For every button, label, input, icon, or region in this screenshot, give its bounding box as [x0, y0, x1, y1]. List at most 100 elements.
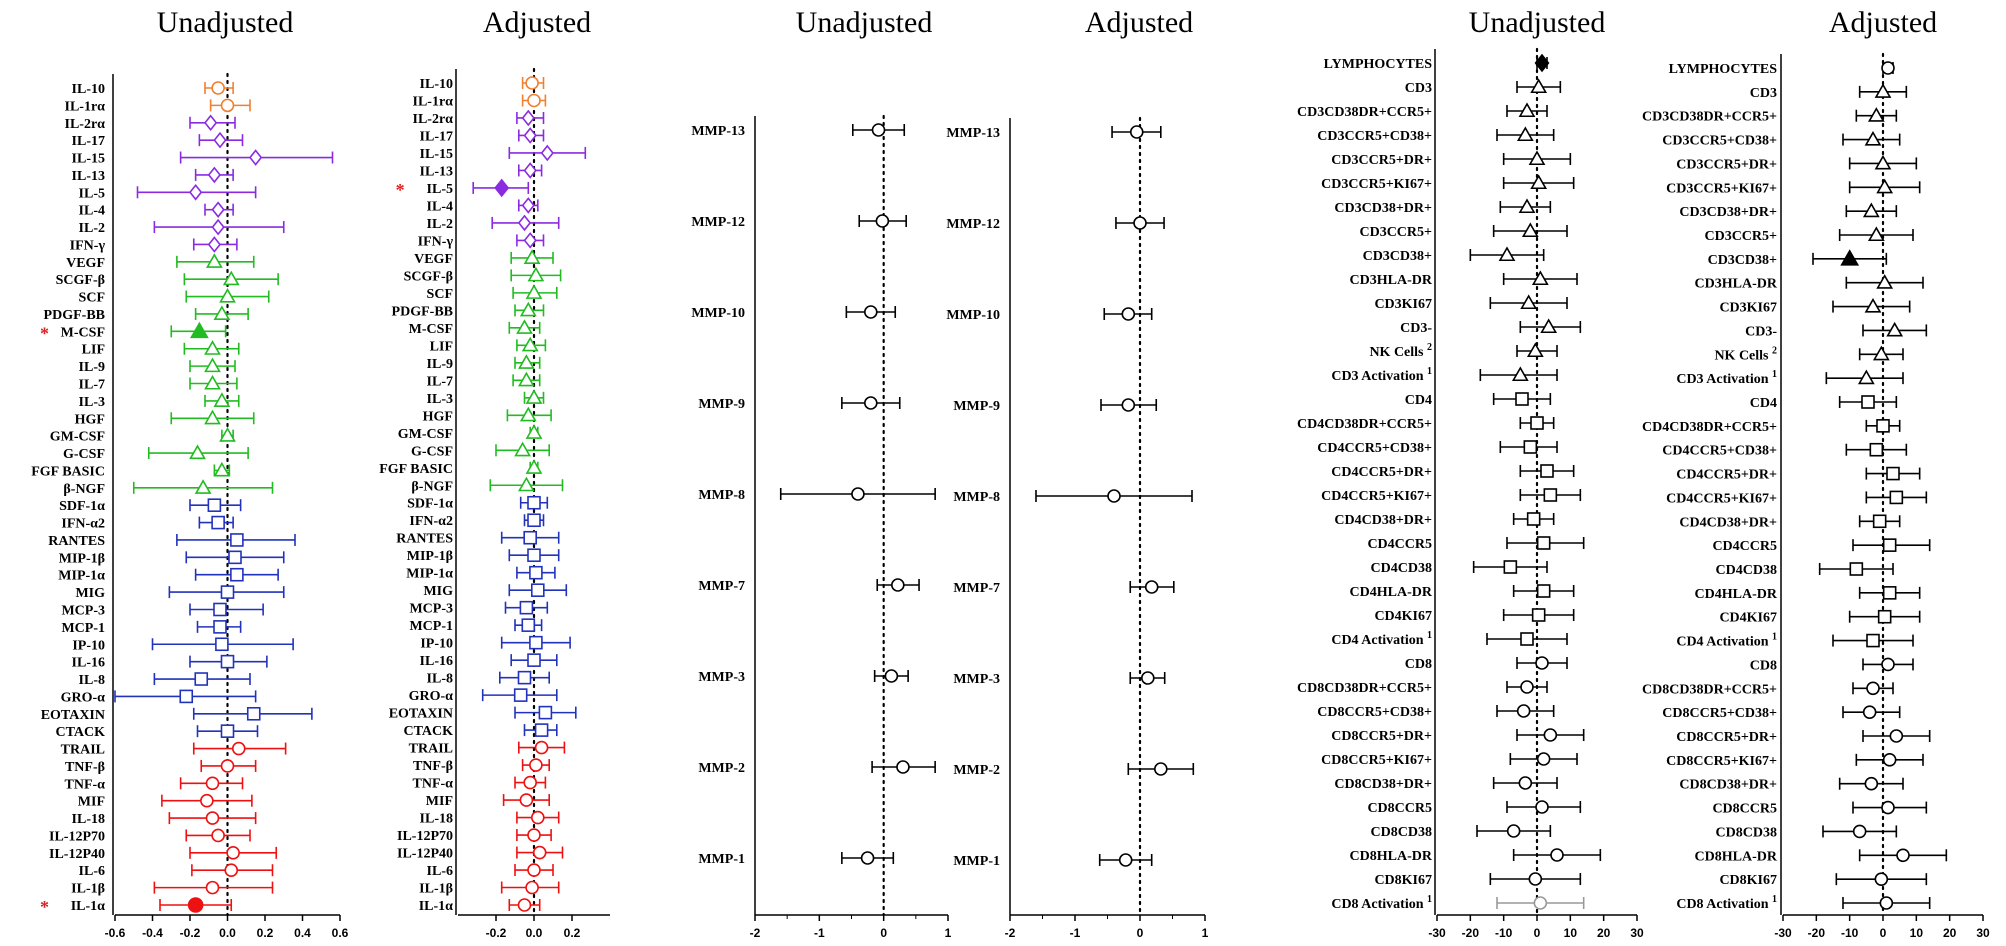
row-il-13: IL-13 — [420, 162, 543, 179]
y-label: CD4CD38 — [1371, 561, 1432, 576]
row-mmp-9: MMP-9 — [698, 396, 901, 412]
row-cd8hla-dr: CD8HLA-DR — [1695, 848, 1948, 864]
x-tick-label: -10 — [1841, 926, 1859, 940]
y-label: CD4CCR5+DR+ — [1676, 468, 1777, 483]
estimate-circle — [211, 81, 225, 95]
y-label: MMP-8 — [953, 490, 1000, 505]
estimate-triangle — [1864, 297, 1882, 313]
significance-asterisk: * — [396, 180, 405, 200]
y-label: MIG — [75, 586, 105, 601]
row-mmp-1: MMP-1 — [953, 853, 1153, 869]
x-tick-label: -2 — [1005, 926, 1016, 940]
y-label: RANTES — [48, 534, 105, 549]
estimate-triangle — [521, 336, 539, 352]
y-label: IL-1β — [419, 882, 453, 897]
y-label: VEGF — [66, 256, 105, 271]
x-tick-label: 10 — [1910, 926, 1924, 940]
estimate-diamond — [213, 131, 227, 149]
y-label: HGF — [423, 409, 453, 424]
estimate-circle — [1874, 872, 1889, 886]
estimate-circle — [534, 740, 549, 755]
y-label: CD3CCR5+DR+ — [1331, 153, 1432, 168]
row-gm-csf: GM-CSF — [50, 427, 236, 445]
y-label: CD3KI67 — [1719, 301, 1777, 316]
y-label: IL-9 — [79, 360, 105, 375]
estimate-circle — [1118, 853, 1133, 867]
y-label: M-CSF — [409, 322, 453, 337]
estimate-square — [527, 548, 541, 563]
estimate-circle — [1882, 753, 1897, 767]
estimate-diamond — [521, 109, 535, 127]
estimate-circle — [525, 880, 539, 895]
x-tick-label: -0.4 — [142, 926, 163, 940]
y-label: IL-16 — [72, 656, 105, 671]
y-label: IL-1rα — [413, 94, 454, 109]
estimate-square — [517, 670, 532, 685]
estimate-diamond — [521, 197, 535, 214]
row-cd3-activation-1: CD3 Activation 1 — [1331, 366, 1558, 384]
estimate-square — [1523, 440, 1538, 454]
row-cd4-activation-1: CD4 Activation 1 — [1331, 630, 1568, 648]
row-cd8cd38-dr: CD8CD38+DR+ — [1679, 776, 1904, 793]
row-hgf: HGF — [75, 409, 255, 427]
estimate-triangle — [1518, 198, 1536, 214]
row-cd8ccr5: CD8CCR5 — [1712, 800, 1928, 817]
row-il-9: IL-9 — [427, 354, 541, 372]
estimate-circle — [863, 396, 878, 410]
row-cd3: CD3 — [1750, 83, 1908, 101]
estimate-circle — [1144, 580, 1159, 594]
x-tick-label: 0.2 — [564, 926, 581, 940]
panel-6: Adjusted-30 -20 -10 0 10 20 30LYMPHOCYTESCD3CD… — [1642, 6, 1990, 940]
y-label: IL-2rα — [413, 112, 454, 127]
y-label: IL-2 — [79, 221, 105, 236]
row-tnf: TNF-β — [413, 758, 551, 774]
estimate-square — [529, 635, 543, 650]
estimate-circle — [1879, 896, 1894, 910]
panel-2: Adjusted -0.2 0.0 0.2 IL-10 IL-1rα IL-2rα IL-17… — [379, 6, 610, 940]
estimate-square — [529, 565, 543, 580]
x-tick-label: -1 — [814, 926, 825, 940]
y-label: CD3CCR5+CD38+ — [1317, 129, 1432, 144]
y-label: CD3- — [1745, 324, 1777, 339]
estimate-square — [527, 513, 541, 528]
estimate-circle — [1516, 704, 1531, 718]
estimate-circle — [529, 758, 543, 772]
row-il-8: IL-8 — [79, 672, 251, 688]
row-mmp-2: MMP-2 — [698, 760, 936, 776]
estimate-circle — [1129, 125, 1144, 139]
y-label: MMP-2 — [953, 763, 1000, 778]
y-label: MIP-1β — [59, 551, 105, 566]
estimate-circle — [1528, 872, 1543, 886]
row-il-1: IL-1α — [419, 898, 541, 914]
estimate-triangle — [518, 371, 535, 387]
y-label: LIF — [430, 339, 453, 354]
y-label: IFN-α2 — [61, 517, 105, 532]
estimate-square — [527, 495, 541, 510]
estimate-triangle — [519, 301, 537, 317]
row-mmp-3: MMP-3 — [698, 669, 909, 685]
estimate-triangle — [1874, 154, 1892, 170]
row-ifn-2: IFN-α2 — [61, 515, 234, 532]
row-il-10: IL-10 — [72, 81, 234, 97]
estimate-triangle — [1874, 83, 1892, 98]
row-cd4ccr5-cd38: CD4CCR5+CD38+ — [1662, 442, 1908, 459]
x-tick-label: -20 — [1808, 926, 1826, 940]
row-m-csf: M-CSF — [409, 319, 541, 337]
estimate-diamond — [540, 144, 554, 162]
row-ctack: CTACK — [55, 724, 259, 740]
estimate-circle — [532, 845, 547, 860]
row-il-18: IL-18 — [72, 811, 257, 827]
row-pdgf-bb: PDGF-BB — [44, 305, 249, 323]
estimate-triangle — [523, 249, 541, 264]
y-label: CD8HLA-DR — [1695, 849, 1778, 864]
y-label: IFN-γ — [70, 238, 106, 253]
y-label: CD3HLA-DR — [1350, 273, 1433, 288]
row-cd8ki67: CD8KI67 — [1374, 872, 1582, 888]
x-tick-label: 20 — [1597, 926, 1611, 940]
estimate-circle — [205, 811, 220, 825]
row-mcp-3: MCP-3 — [409, 600, 549, 617]
y-label: TNF-β — [413, 759, 453, 774]
x-tick-label: -0.2 — [180, 926, 201, 940]
row-cd8-activation-1: CD8 Activation 1 — [1331, 894, 1585, 912]
